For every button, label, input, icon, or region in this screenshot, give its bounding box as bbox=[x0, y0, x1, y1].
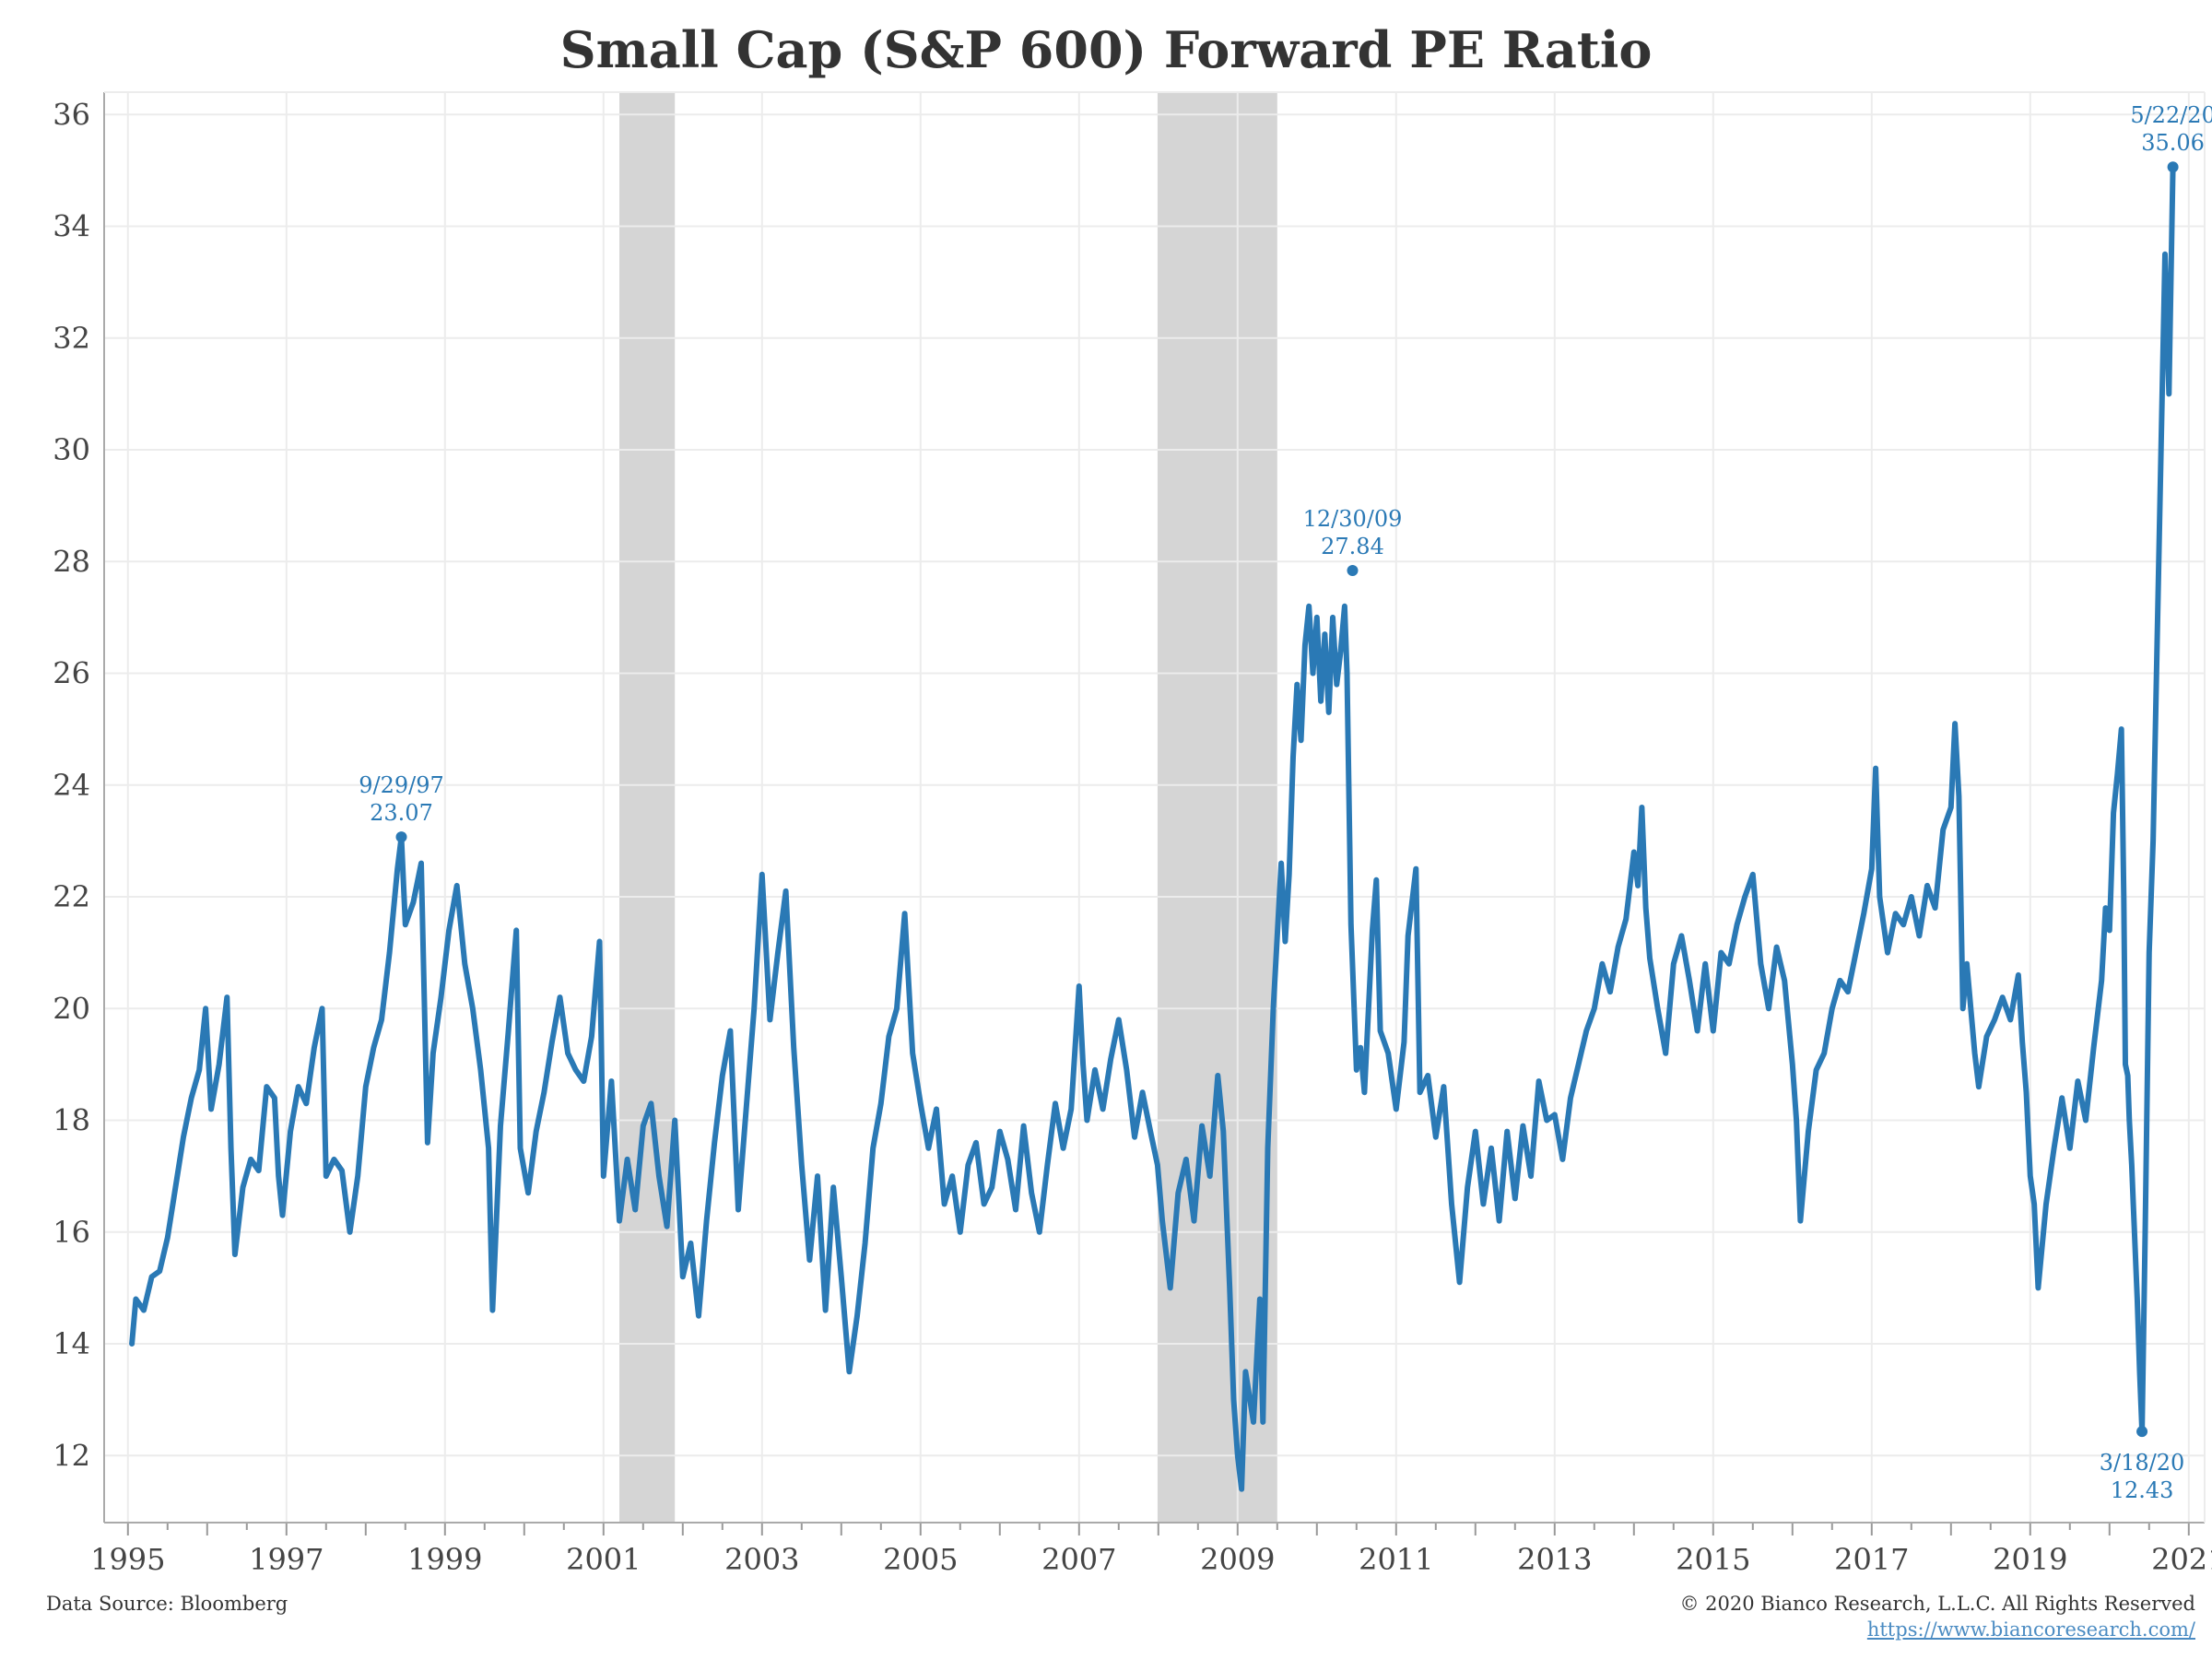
annotation-value: 27.84 bbox=[1321, 534, 1384, 559]
y-tick-label: 32 bbox=[53, 321, 90, 356]
annotation-marker bbox=[2136, 1426, 2148, 1438]
y-tick-label: 26 bbox=[53, 656, 90, 691]
y-tick-label: 18 bbox=[53, 1103, 90, 1138]
annotation-date: 3/18/20 bbox=[2100, 1450, 2185, 1476]
x-tick-label: 1999 bbox=[407, 1542, 482, 1577]
annotation-date: 9/29/97 bbox=[359, 772, 444, 798]
y-tick-label: 12 bbox=[53, 1438, 90, 1473]
annotation-date: 12/30/09 bbox=[1303, 506, 1403, 532]
annotation-value: 12.43 bbox=[2111, 1477, 2174, 1503]
recession-band-2 bbox=[1157, 92, 1277, 1523]
y-tick-label: 22 bbox=[53, 879, 90, 914]
annotation-value: 23.07 bbox=[370, 800, 433, 826]
annotation-marker bbox=[2167, 161, 2179, 173]
data-source-note: Data Source: Bloomberg bbox=[46, 1593, 288, 1615]
series-line-1 bbox=[129, 164, 2176, 1492]
y-tick-label: 34 bbox=[53, 209, 90, 244]
x-tick-label: 2009 bbox=[1200, 1542, 1275, 1577]
x-tick-label: 2015 bbox=[1676, 1542, 1750, 1577]
x-tick-label: 2001 bbox=[566, 1542, 641, 1577]
recession-band-1 bbox=[619, 92, 676, 1523]
x-tick-label: 2019 bbox=[1993, 1542, 2067, 1577]
y-tick-label: 14 bbox=[53, 1326, 90, 1361]
x-tick-label: 1995 bbox=[90, 1542, 165, 1577]
annotation-date: 5/22/20 bbox=[2130, 102, 2212, 128]
y-tick-label: 16 bbox=[53, 1215, 90, 1250]
annotation-marker bbox=[395, 831, 407, 843]
x-tick-label: 2003 bbox=[724, 1542, 799, 1577]
x-tick-label: 2017 bbox=[1834, 1542, 1909, 1577]
annotation-marker bbox=[1347, 564, 1359, 576]
x-tick-label: 2007 bbox=[1041, 1542, 1116, 1577]
copyright-note: © 2020 Bianco Research, L.L.C. All Right… bbox=[1679, 1593, 2196, 1615]
y-tick-label: 36 bbox=[53, 97, 90, 132]
x-tick-label: 2021 bbox=[2151, 1542, 2212, 1577]
y-tick-label: 28 bbox=[53, 544, 90, 579]
website-link[interactable]: https://www.biancoresearch.com/ bbox=[1866, 1618, 2195, 1641]
y-tick-label: 20 bbox=[53, 991, 90, 1026]
y-tick-label: 24 bbox=[53, 768, 90, 803]
chart-title: Small Cap (S&P 600) Forward PE Ratio bbox=[559, 20, 1653, 79]
x-tick-label: 2005 bbox=[883, 1542, 958, 1577]
x-tick-label: 2011 bbox=[1359, 1542, 1433, 1577]
y-tick-label: 30 bbox=[53, 432, 90, 467]
x-tick-label: 1997 bbox=[249, 1542, 324, 1577]
annotation-value: 35.06 bbox=[2141, 130, 2205, 156]
x-tick-label: 2013 bbox=[1517, 1542, 1592, 1577]
